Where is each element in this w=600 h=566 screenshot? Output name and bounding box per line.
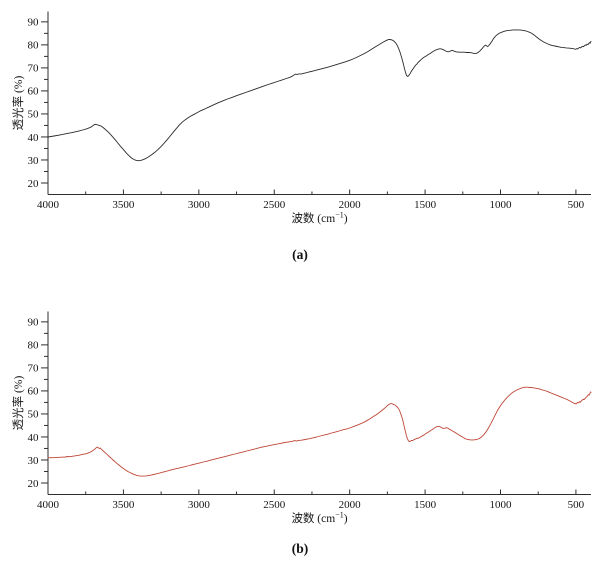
y-tick-label: 40: [28, 432, 40, 444]
x-tick-label: 500: [568, 499, 585, 511]
y-tick-label: 20: [28, 478, 40, 490]
y-tick-label: 30: [28, 155, 40, 167]
x-axis-title-b: 波数 (cm−1): [291, 511, 347, 526]
panel-b-caption: (b): [291, 541, 309, 556]
y-tick-label: 70: [28, 363, 40, 375]
x-tick-label: 1000: [490, 199, 513, 211]
y-tick-label: 60: [28, 86, 40, 98]
x-tick-label: 500: [568, 199, 585, 211]
y-tick-label: 60: [28, 386, 40, 398]
y-tick-label: 80: [28, 40, 40, 52]
spectrum-curve-b: [47, 386, 592, 477]
x-tick-label: 1500: [414, 499, 437, 511]
x-tick-label: 2000: [339, 199, 362, 211]
spectrum-panel-b: 4000 3500 3000 2500 2000 1500 1000 500 20 30 40 50 6…: [11, 311, 592, 526]
spectrum-curve-a: [47, 29, 592, 162]
y-axis-title-a: 透光率 (%): [11, 76, 25, 131]
x-tick-label: 2000: [339, 499, 362, 511]
y-tick-label: 40: [28, 132, 40, 144]
panel-a-caption: (a): [292, 247, 308, 262]
y-tick-label: 50: [28, 409, 40, 421]
x-tick-label: 3000: [188, 199, 211, 211]
x-tick-label: 3500: [112, 499, 135, 511]
x-tick-label: 4000: [37, 499, 60, 511]
x-tick-label: 3000: [188, 499, 211, 511]
x-tick-label: 3500: [112, 199, 135, 211]
y-tick-label: 20: [28, 178, 40, 190]
y-tick-label: 30: [28, 455, 40, 467]
y-tick-label: 70: [28, 63, 40, 75]
y-tick-label: 90: [28, 317, 40, 329]
x-tick-label: 4000: [37, 199, 60, 211]
y-tick-label: 50: [28, 109, 40, 121]
spectrum-panel-a: 4000 3500 3000 2500 2000 1500 1000 500 20 30 40 50 6…: [11, 11, 592, 226]
x-tick-label: 1000: [490, 499, 513, 511]
y-tick-label: 80: [28, 340, 40, 352]
x-axis-title-a: 波数 (cm−1): [291, 211, 347, 226]
y-tick-label: 90: [28, 17, 40, 29]
x-tick-label: 1500: [414, 199, 437, 211]
x-tick-label: 2500: [263, 199, 286, 211]
x-tick-label: 2500: [263, 499, 286, 511]
y-axis-title-b: 透光率 (%): [11, 376, 25, 431]
